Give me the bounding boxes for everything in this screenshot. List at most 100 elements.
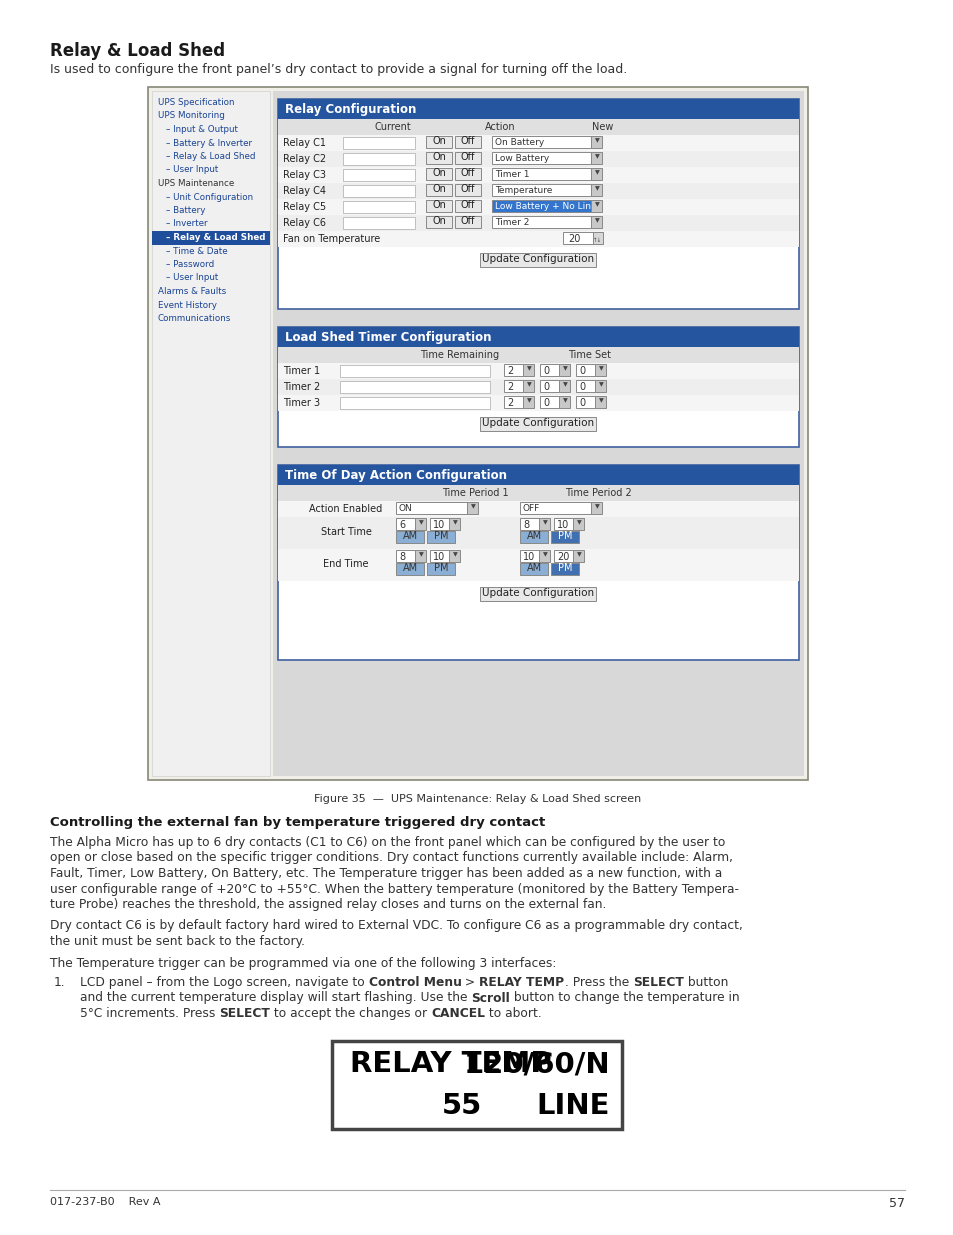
Text: Fault, Timer, Low Battery, On Battery, etc. The Temperature trigger has been add: Fault, Timer, Low Battery, On Battery, e… <box>50 867 721 881</box>
Text: On Battery: On Battery <box>495 138 543 147</box>
Text: ON: ON <box>398 504 413 513</box>
Bar <box>467 501 477 514</box>
Bar <box>551 563 578 576</box>
Text: – Inverter: – Inverter <box>166 220 208 228</box>
Text: SELECT: SELECT <box>632 976 683 989</box>
Bar <box>426 200 452 212</box>
Bar <box>595 364 605 375</box>
Text: 10: 10 <box>557 520 569 530</box>
Bar <box>430 517 449 530</box>
Bar <box>426 184 452 196</box>
Text: Relay C1: Relay C1 <box>283 138 326 148</box>
Text: – Relay & Load Shed: – Relay & Load Shed <box>166 152 255 161</box>
Text: PM: PM <box>434 531 448 541</box>
Text: Time Of Day Action Configuration: Time Of Day Action Configuration <box>285 469 506 482</box>
Bar <box>562 232 593 245</box>
Text: CANCEL: CANCEL <box>431 1007 485 1020</box>
Text: to accept the changes or: to accept the changes or <box>270 1007 431 1020</box>
Text: 120/60/N: 120/60/N <box>463 1051 609 1078</box>
Text: 20: 20 <box>567 233 579 245</box>
Bar <box>277 327 799 447</box>
Text: Update Configuration: Update Configuration <box>481 417 594 429</box>
Bar <box>590 216 601 228</box>
Text: button to change the temperature in: button to change the temperature in <box>510 992 739 1004</box>
Bar <box>277 379 799 395</box>
Text: On: On <box>432 216 445 226</box>
Text: 8: 8 <box>522 520 529 530</box>
Text: Relay Configuration: Relay Configuration <box>285 103 416 116</box>
Bar <box>277 135 799 151</box>
Bar <box>277 395 799 411</box>
Text: Load Shed Timer Configuration: Load Shed Timer Configuration <box>285 331 491 345</box>
Text: Relay & Load Shed: Relay & Load Shed <box>50 42 225 61</box>
Text: 6: 6 <box>398 520 405 530</box>
Bar <box>277 466 799 485</box>
Bar <box>590 501 601 514</box>
Bar <box>277 347 799 363</box>
Text: 2: 2 <box>506 382 513 391</box>
Text: Start Time: Start Time <box>320 527 371 537</box>
Text: OFF: OFF <box>522 504 539 513</box>
Text: Is used to configure the front panel’s dry contact to provide a signal for turni: Is used to configure the front panel’s d… <box>50 63 626 77</box>
Bar <box>576 364 595 375</box>
Bar <box>277 501 799 517</box>
Bar <box>539 364 558 375</box>
Bar <box>538 550 550 562</box>
Bar <box>558 380 569 391</box>
Text: >: > <box>461 976 479 989</box>
Bar <box>590 136 601 148</box>
Text: PM: PM <box>558 531 572 541</box>
Text: ▼: ▼ <box>542 520 547 526</box>
Text: and the current temperature display will start flashing. Use the: and the current temperature display will… <box>80 992 471 1004</box>
Text: 2: 2 <box>506 366 513 375</box>
Bar <box>273 91 803 776</box>
Text: Controlling the external fan by temperature triggered dry contact: Controlling the external fan by temperat… <box>50 816 545 829</box>
Text: Relay C3: Relay C3 <box>283 170 326 180</box>
Bar <box>395 517 415 530</box>
Bar <box>277 183 799 199</box>
Text: ▼: ▼ <box>418 552 423 557</box>
Bar <box>503 380 522 391</box>
Text: Timer 3: Timer 3 <box>283 398 320 408</box>
Text: The Alpha Micro has up to 6 dry contacts (C1 to C6) on the front panel which can: The Alpha Micro has up to 6 dry contacts… <box>50 836 724 848</box>
Text: ture Probe) reaches the threshold, the assigned relay closes and turns on the ex: ture Probe) reaches the threshold, the a… <box>50 898 606 911</box>
Bar <box>455 136 480 148</box>
Text: LCD panel – from the Logo screen, navigate to: LCD panel – from the Logo screen, naviga… <box>80 976 368 989</box>
Bar <box>277 99 799 309</box>
Text: – Battery & Inverter: – Battery & Inverter <box>166 138 252 147</box>
Text: Dry contact C6 is by default factory hard wired to External VDC. To configure C6: Dry contact C6 is by default factory har… <box>50 920 742 932</box>
Text: ▼: ▼ <box>594 186 598 191</box>
Bar <box>148 86 807 781</box>
Bar <box>339 382 490 393</box>
Bar <box>519 550 538 562</box>
Text: AM: AM <box>526 531 541 541</box>
Text: ▼: ▼ <box>594 203 598 207</box>
Text: – Battery: – Battery <box>166 206 205 215</box>
Text: 8: 8 <box>398 552 405 562</box>
Bar <box>590 184 601 196</box>
Text: – Password: – Password <box>166 261 214 269</box>
Text: ▼: ▼ <box>594 505 598 510</box>
Bar <box>455 168 480 180</box>
Text: The Temperature trigger can be programmed via one of the following 3 interfaces:: The Temperature trigger can be programme… <box>50 956 556 969</box>
Text: On: On <box>432 200 445 210</box>
Text: Update Configuration: Update Configuration <box>481 254 594 264</box>
Text: Event History: Event History <box>158 300 216 310</box>
Bar <box>277 119 799 135</box>
Bar <box>426 136 452 148</box>
Text: Relay C5: Relay C5 <box>283 203 326 212</box>
Bar <box>590 152 601 164</box>
Bar <box>455 152 480 164</box>
Bar <box>343 201 415 212</box>
Bar <box>558 396 569 408</box>
Bar <box>277 199 799 215</box>
Bar <box>519 517 538 530</box>
Text: Action: Action <box>484 122 515 132</box>
Text: Off: Off <box>460 152 475 162</box>
Text: Time Remaining: Time Remaining <box>420 350 499 359</box>
Text: ▼: ▼ <box>562 399 567 404</box>
Text: Figure 35  —  UPS Maintenance: Relay & Load Shed screen: Figure 35 — UPS Maintenance: Relay & Loa… <box>314 794 641 804</box>
Text: 0: 0 <box>578 382 584 391</box>
Text: Temperature: Temperature <box>495 186 552 195</box>
Text: Timer 1: Timer 1 <box>495 170 529 179</box>
